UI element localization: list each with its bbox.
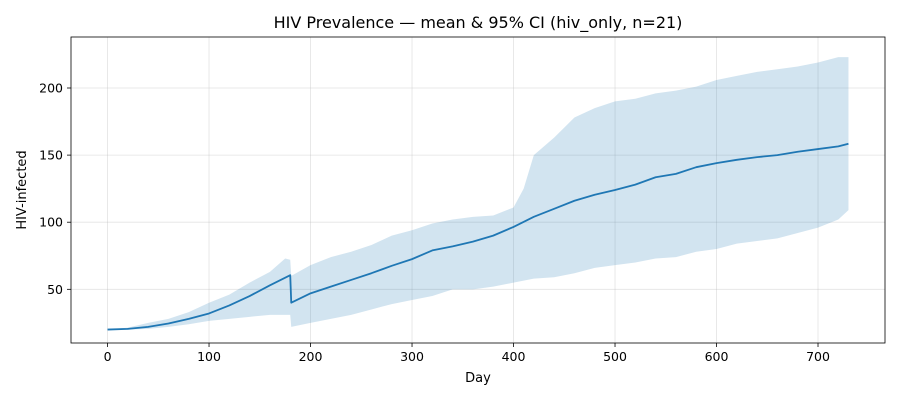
x-ticks: 0 100 200 300 400 500 600 700 xyxy=(104,343,830,364)
ci-band-area xyxy=(107,57,849,330)
x-tick-label: 300 xyxy=(400,349,424,364)
x-tick-label: 400 xyxy=(502,349,526,364)
mean-line-layer xyxy=(107,142,849,331)
x-tick-label: 0 xyxy=(104,349,112,364)
y-tick-label: 150 xyxy=(39,148,63,163)
x-tick-label: 500 xyxy=(603,349,627,364)
y-tick-label: 50 xyxy=(47,282,63,297)
confidence-band xyxy=(107,57,849,330)
y-ticks: 50 100 150 200 xyxy=(39,81,71,297)
x-axis-label: Day xyxy=(465,371,491,386)
plot-frame xyxy=(70,36,886,344)
x-tick-label: 700 xyxy=(806,349,830,364)
y-tick-label: 100 xyxy=(39,215,63,230)
y-axis-label: HIV-infected xyxy=(15,150,30,229)
chart-title: HIV Prevalence — mean & 95% CI (hiv_only… xyxy=(274,13,683,33)
x-tick-label: 100 xyxy=(197,349,221,364)
x-tick-label: 600 xyxy=(705,349,729,364)
y-tick-label: 200 xyxy=(39,81,63,96)
x-tick-label: 200 xyxy=(299,349,323,364)
mean-line xyxy=(107,142,849,331)
